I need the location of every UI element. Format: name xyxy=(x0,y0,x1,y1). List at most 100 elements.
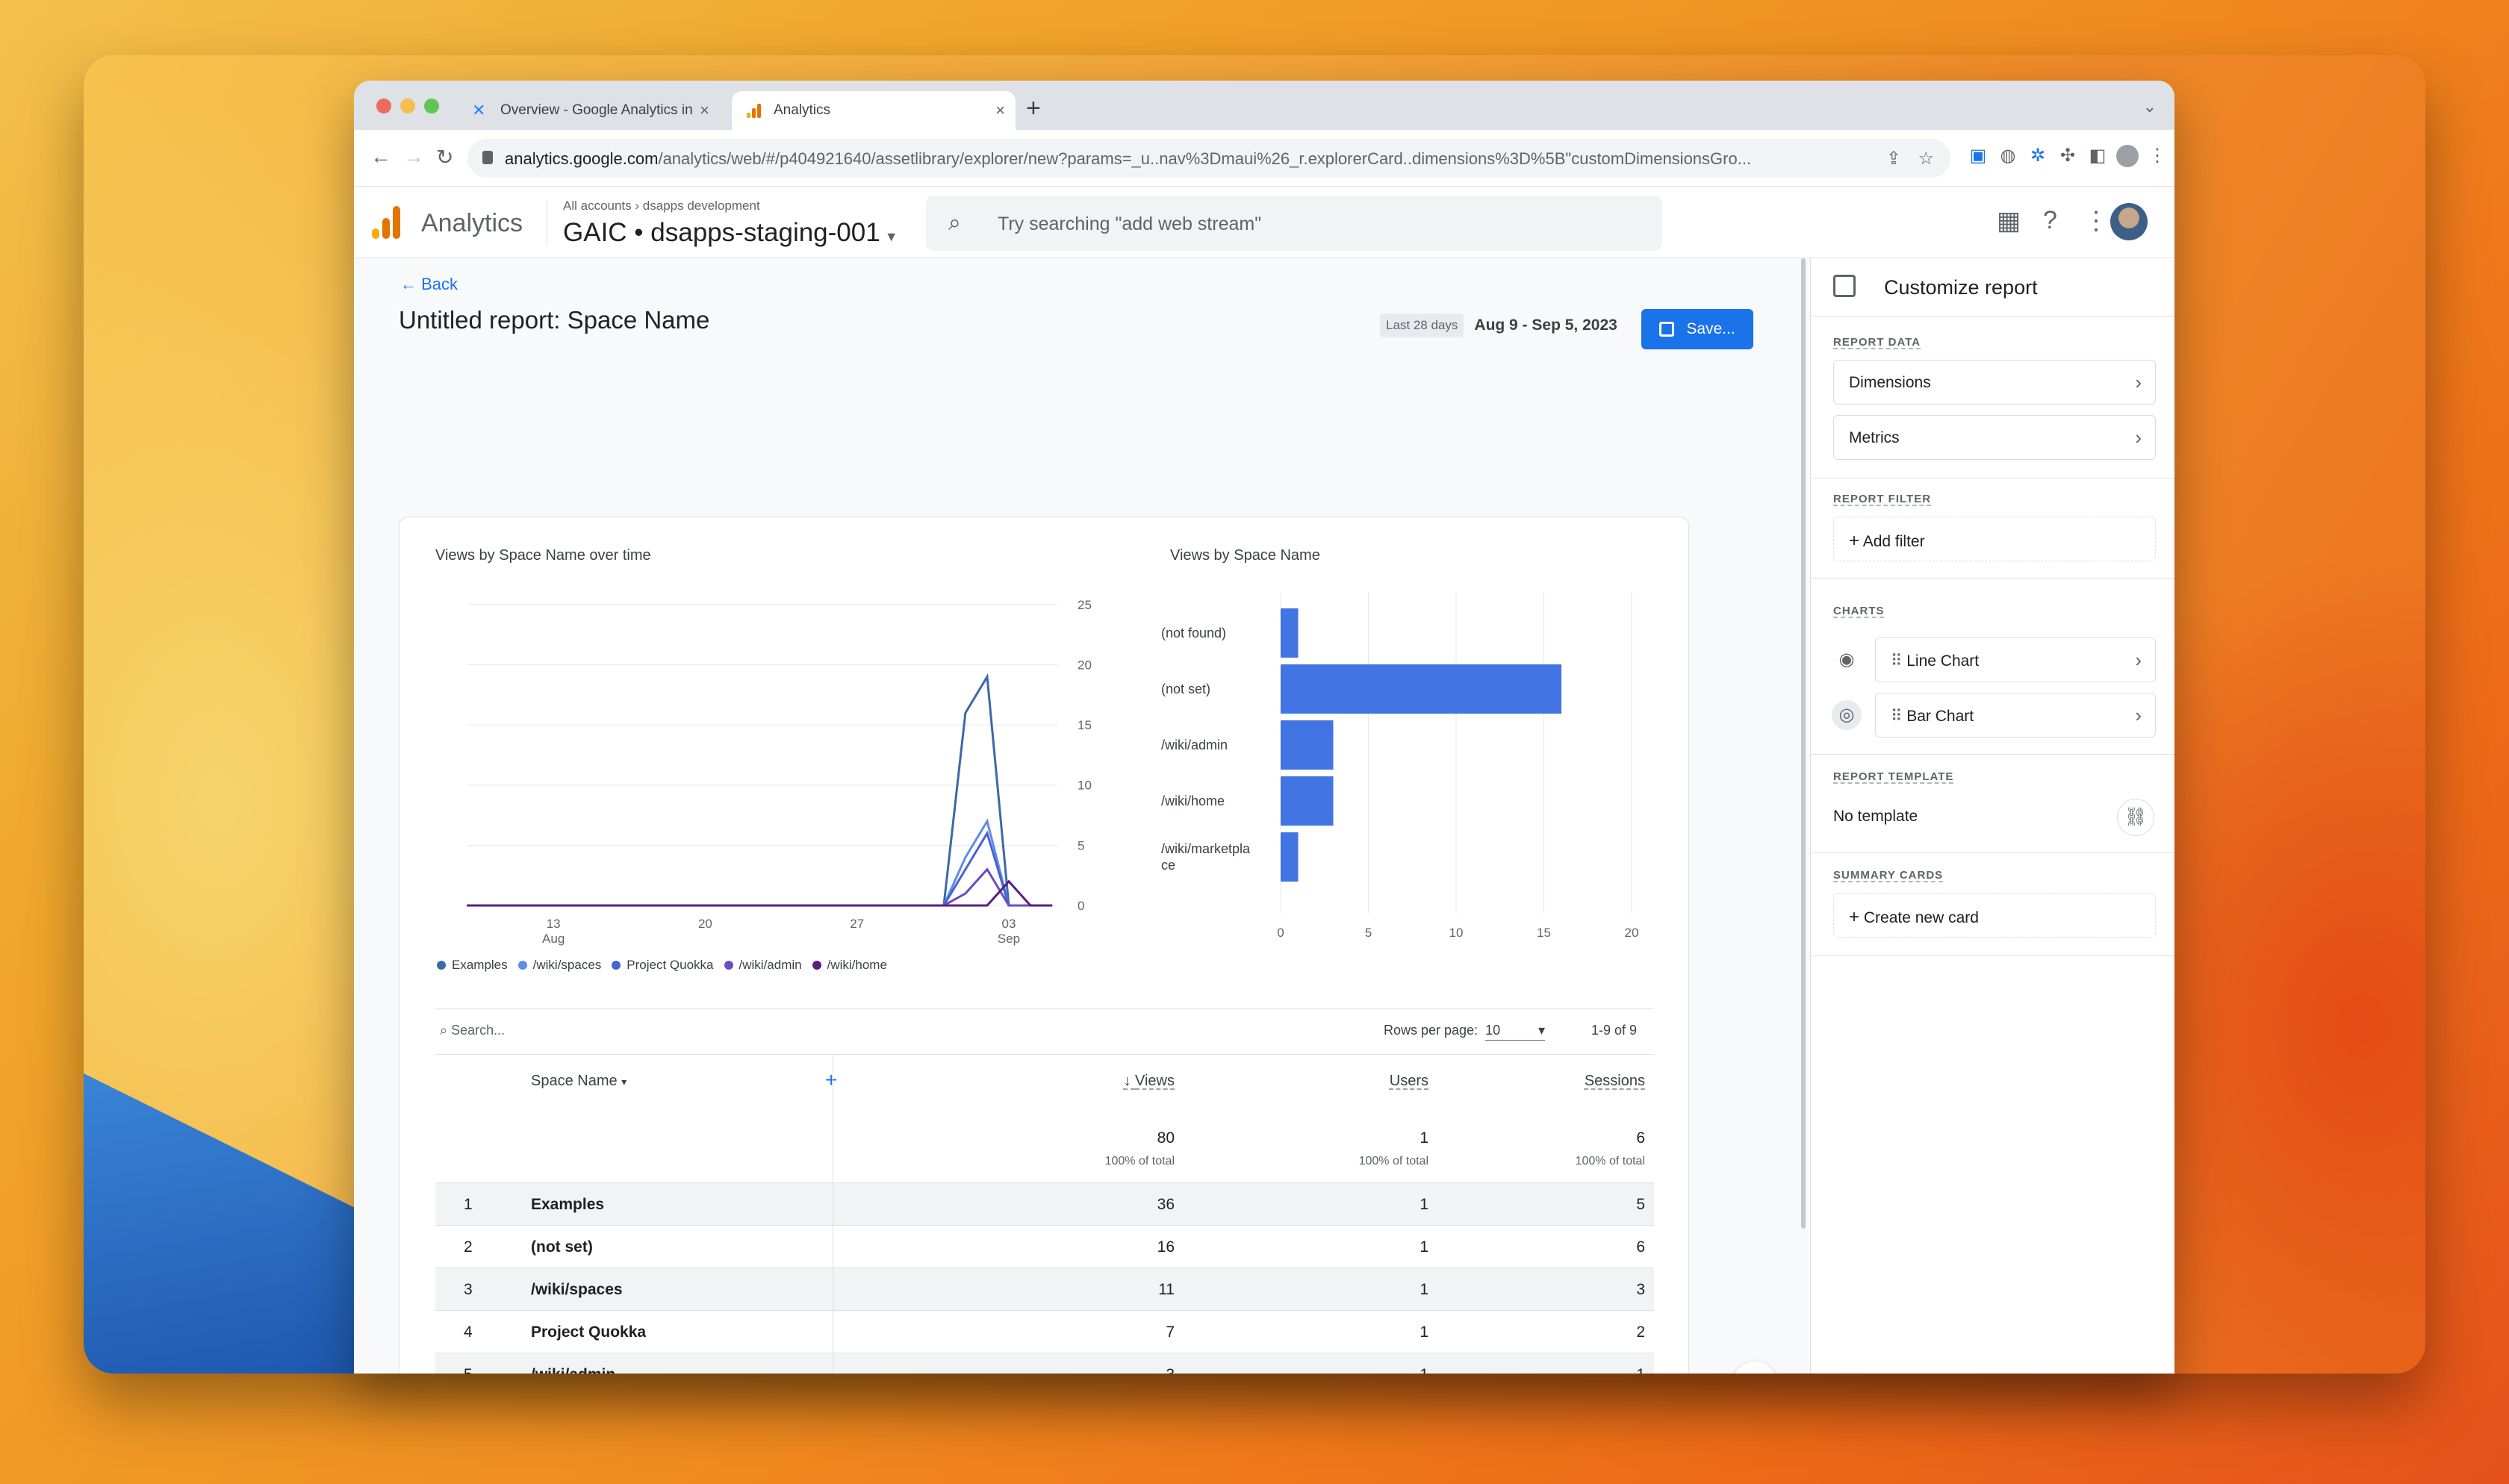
sessions-cell: 2 xyxy=(1636,1324,1645,1341)
x-tick-label: 03 xyxy=(1002,917,1016,931)
lock-icon xyxy=(482,151,493,164)
space-name-cell: /wiki/spaces xyxy=(531,1281,623,1298)
total-sessions: 6 xyxy=(1636,1129,1645,1147)
table-row[interactable]: 3/wiki/spaces 11 1 3 xyxy=(435,1268,1654,1311)
search-input[interactable]: ⌕ Try searching "add web stream" xyxy=(926,196,1662,251)
dimension-header[interactable]: Space Name ▾ xyxy=(531,1073,627,1089)
views-header[interactable]: ↓ Views xyxy=(1123,1073,1175,1089)
legend-item: /wiki/admin xyxy=(724,958,802,973)
bar xyxy=(1281,608,1299,658)
help-icon[interactable]: ? xyxy=(2043,206,2057,234)
row-index: 4 xyxy=(464,1324,473,1341)
line-chart-button[interactable]: ⠿ Line Chart › xyxy=(1875,637,2156,682)
new-tab-button[interactable]: + xyxy=(1026,94,1041,122)
report-card: Views by Space Name over time 25 20 15 10 5 0… xyxy=(399,517,1689,1374)
avatar[interactable] xyxy=(2110,203,2148,240)
bookmark-star-icon[interactable]: ☆ xyxy=(1918,149,1934,169)
share-icon[interactable]: ⇪ xyxy=(1885,149,1901,169)
feedback-icon[interactable]: ✎ xyxy=(1732,1362,1777,1374)
extension-icon[interactable]: ◍ xyxy=(2000,146,2016,166)
analytics-header: Analytics All accounts › dsapps developm… xyxy=(354,187,2174,258)
customize-icon xyxy=(1833,275,1856,297)
row-index: 5 xyxy=(464,1366,473,1374)
create-card-button[interactable]: + Create new card xyxy=(1833,893,2156,938)
reload-icon[interactable]: ↻ xyxy=(436,146,454,169)
side-panel-icon[interactable]: ◧ xyxy=(2089,146,2107,166)
rows-per-page[interactable]: Rows per page: 10 ▾ xyxy=(1384,1023,1546,1041)
search-icon: ⌕ xyxy=(948,211,961,235)
y-tick-label: 10 xyxy=(1078,779,1092,793)
browser-menu-icon[interactable]: ⋮ xyxy=(2148,146,2166,166)
extension-icon[interactable]: ✲ xyxy=(2030,146,2046,166)
back-arrow-icon[interactable]: ← xyxy=(370,145,391,168)
add-filter-button[interactable]: + Add filter xyxy=(1833,517,2156,561)
url-text: analytics.google.com/analytics/web/#/p40… xyxy=(505,149,1752,168)
save-button[interactable]: Save... xyxy=(1641,309,1753,349)
tab-search-chevron-icon[interactable]: ⌄ xyxy=(2142,97,2157,116)
legend-item: Project Quokka xyxy=(612,958,714,973)
views-cell: 11 xyxy=(1158,1281,1175,1298)
close-window-button[interactable] xyxy=(376,99,391,113)
views-cell: 16 xyxy=(1157,1238,1175,1256)
dimensions-button[interactable]: Dimensions › xyxy=(1833,360,2156,405)
back-button[interactable]: ← Back xyxy=(400,275,458,293)
unlink-icon[interactable]: ⛓ xyxy=(2117,799,2154,836)
add-dimension-button[interactable]: + xyxy=(825,1068,838,1091)
tab-overview[interactable]: ✕ Overview - Google Analytics in × xyxy=(458,91,720,130)
table-row[interactable]: 5/wiki/admin 3 1 1 xyxy=(435,1353,1654,1374)
series-line xyxy=(467,879,1053,907)
table-header: Space Name ▾ + ↓ Views Users Sessions 80… xyxy=(435,1055,1654,1183)
minimize-window-button[interactable] xyxy=(400,99,415,113)
table-search-input[interactable]: ⌕ Search... xyxy=(440,1023,506,1038)
save-icon xyxy=(1659,322,1675,337)
table-row[interactable]: 4 Project Quokka 7 1 2 xyxy=(435,1311,1654,1353)
profile-avatar[interactable] xyxy=(2116,145,2139,167)
tab-title: Analytics xyxy=(774,102,831,118)
more-vert-icon[interactable]: ⋮ xyxy=(2083,207,2109,235)
scrollbar[interactable] xyxy=(1801,258,1806,1229)
dropdown-caret-icon: ▼ xyxy=(884,229,898,244)
extension-icon[interactable]: ▣ xyxy=(1969,146,1987,166)
legend-item: Examples xyxy=(437,958,508,973)
close-tab-icon[interactable]: × xyxy=(995,101,1005,119)
x-tick-label: 0 xyxy=(1277,926,1284,940)
chevron-right-icon: › xyxy=(2135,704,2142,726)
table-row[interactable]: 1 Examples 36 1 5 xyxy=(435,1183,1654,1226)
tab-strip: ✕ Overview - Google Analytics in × Analy… xyxy=(354,81,2174,130)
x-tick-label: 5 xyxy=(1365,926,1372,940)
account-breadcrumb[interactable]: All accounts › dsapps development xyxy=(563,199,760,213)
page-title: Untitled report: Space Name xyxy=(399,306,710,334)
space-name-cell: Examples xyxy=(531,1196,605,1213)
address-bar[interactable]: analytics.google.com/analytics/web/#/p40… xyxy=(467,139,1950,178)
template-value: No template xyxy=(1833,808,1918,825)
eye-off-icon[interactable]: ◎ xyxy=(1832,700,1862,730)
close-tab-icon[interactable]: × xyxy=(700,101,709,119)
apps-grid-icon[interactable]: ▦ xyxy=(1997,207,2021,235)
legend-swatch xyxy=(437,961,446,970)
x-tick-label: 20 xyxy=(1625,926,1639,940)
sessions-cell: 6 xyxy=(1636,1238,1645,1256)
date-range-picker[interactable]: Last 28 days Aug 9 - Sep 5, 2023 xyxy=(1380,314,1617,337)
legend-swatch xyxy=(612,961,621,970)
row-index: 1 xyxy=(464,1196,473,1213)
space-name-cell: Project Quokka xyxy=(531,1324,647,1341)
tab-analytics[interactable]: Analytics × xyxy=(732,91,1016,130)
forward-arrow-icon[interactable]: → xyxy=(403,145,424,168)
table-toolbar: ⌕ Search... Rows per page: 10 ▾ 1-9 of 9 xyxy=(435,1008,1654,1055)
y-tick-label: 5 xyxy=(1078,838,1084,852)
legend-swatch xyxy=(724,961,733,970)
bar-chart-button[interactable]: ⠿ Bar Chart › xyxy=(1875,693,2156,738)
eye-icon[interactable]: ◉ xyxy=(1838,649,1855,670)
extensions-puzzle-icon[interactable]: ✣ xyxy=(2059,146,2076,166)
users-cell: 1 xyxy=(1420,1238,1428,1256)
property-selector[interactable]: GAIC • dsapps-staging-001 ▼ xyxy=(563,218,898,247)
sessions-header[interactable]: Sessions xyxy=(1584,1073,1645,1089)
chevron-right-icon: › xyxy=(2135,649,2142,671)
table-row[interactable]: 2 (not set) 16 1 6 xyxy=(435,1226,1654,1268)
series-line xyxy=(467,867,1053,907)
category-label: /wiki/marketpla xyxy=(1161,841,1251,856)
total-views: 80 xyxy=(1157,1129,1175,1147)
metrics-button[interactable]: Metrics › xyxy=(1833,415,2156,460)
zoom-window-button[interactable] xyxy=(424,99,439,113)
users-header[interactable]: Users xyxy=(1389,1073,1428,1089)
